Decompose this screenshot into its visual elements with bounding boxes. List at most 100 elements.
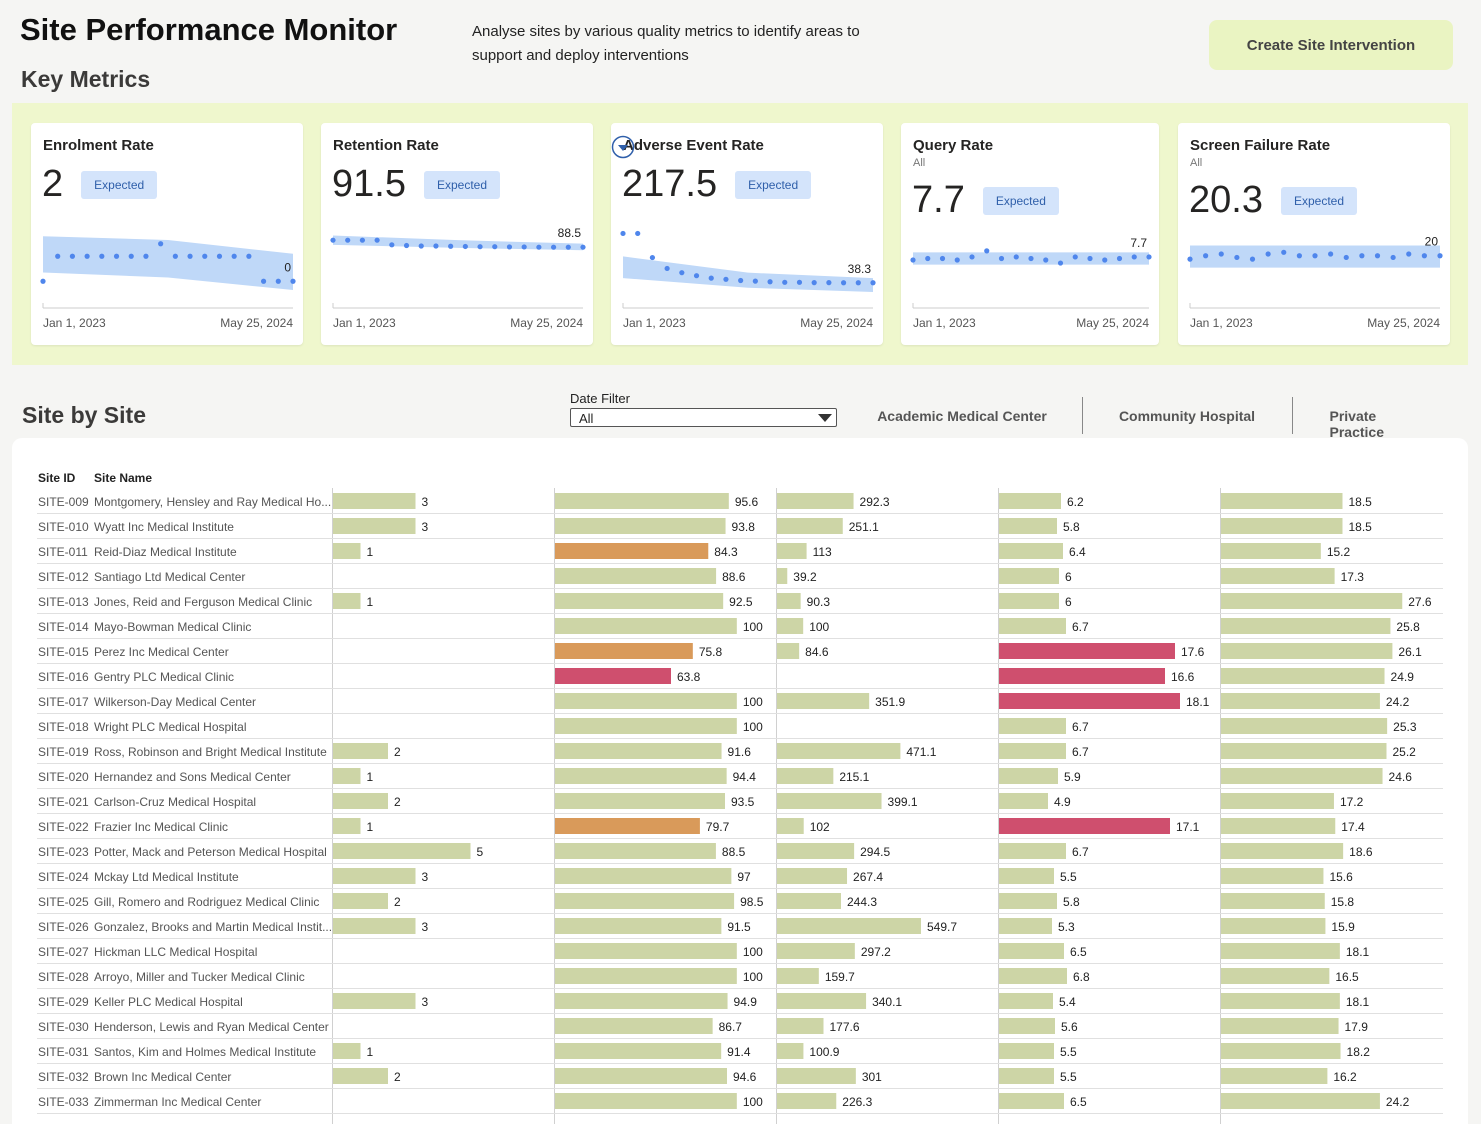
site-name: Gill, Romero and Rodriguez Medical Clini… <box>94 895 319 909</box>
x-start-label: Jan 1, 2023 <box>43 316 106 330</box>
metric-bar <box>1221 618 1391 634</box>
bar-value: 100 <box>809 620 829 634</box>
data-point <box>536 244 542 250</box>
site-id: SITE-030 <box>38 1020 89 1034</box>
bar-value: 17.1 <box>1176 820 1200 834</box>
card-value: 91.5 <box>332 163 406 205</box>
data-point <box>1265 251 1271 257</box>
card-value: 20.3 <box>1189 179 1263 221</box>
data-point <box>374 237 380 243</box>
data-point <box>55 253 61 259</box>
metric-bar <box>777 918 921 934</box>
bar-value: 177.6 <box>830 1020 860 1034</box>
bar-value: 100 <box>743 970 763 984</box>
data-point <box>477 244 483 250</box>
x-end-label: May 25, 2024 <box>800 316 873 330</box>
metric-bar <box>333 1043 361 1059</box>
data-point <box>620 230 626 237</box>
data-point <box>84 253 90 259</box>
site-id: SITE-028 <box>38 970 89 984</box>
filter-label: Date Filter <box>570 391 630 406</box>
data-point <box>433 243 439 249</box>
bar-value: 5.3 <box>1058 920 1075 934</box>
data-point <box>723 276 729 282</box>
metric-bar <box>999 893 1057 909</box>
bar-value: 6.5 <box>1070 1095 1087 1109</box>
tab[interactable]: Community Hospital <box>1118 408 1256 424</box>
metric-bar <box>999 768 1058 784</box>
create-intervention-button[interactable]: Create Site Intervention <box>1209 20 1453 70</box>
x-end-label: May 25, 2024 <box>220 316 293 330</box>
bar-value: 18.5 <box>1348 520 1372 534</box>
site-id: SITE-017 <box>38 695 89 709</box>
data-point <box>113 253 120 259</box>
metric-bar <box>777 743 901 759</box>
data-point <box>187 253 193 259</box>
bar-value: 100 <box>743 1095 763 1109</box>
metric-bar <box>999 518 1057 534</box>
status-badge: Expected <box>81 170 158 199</box>
metric-bar <box>555 968 737 984</box>
sparkline: 0 Jan 1, 2023 May 25, 2024 <box>40 236 296 330</box>
metric-bar <box>999 693 1180 709</box>
bar-value: 5.5 <box>1060 1045 1077 1059</box>
bar-value: 94.4 <box>733 770 757 784</box>
bar-value: 2 <box>394 795 401 809</box>
metric-bar <box>1221 968 1330 984</box>
bar-value: 24.9 <box>1391 670 1415 684</box>
site-id: SITE-029 <box>38 995 89 1009</box>
card-title: Retention Rate <box>333 137 439 154</box>
metric-bar <box>555 943 737 959</box>
data-point <box>1296 253 1302 259</box>
site-name: Henderson, Lewis and Ryan Medical Center <box>94 1020 329 1034</box>
metric-bar <box>777 543 807 559</box>
bar-value: 1 <box>367 770 374 784</box>
date-filter[interactable]: All <box>570 408 837 427</box>
tab[interactable]: Private Practice <box>1329 408 1384 440</box>
site-name: Jones, Reid and Ferguson Medical Clinic <box>94 595 312 609</box>
bar-value: 18.5 <box>1348 495 1372 509</box>
site-name: Hickman LLC Medical Hospital <box>94 945 257 959</box>
metric-bar <box>333 593 361 609</box>
bar-value: 27.6 <box>1408 595 1432 609</box>
data-point <box>202 253 208 259</box>
x-end-label: May 25, 2024 <box>1367 316 1440 330</box>
metric-bar <box>1221 993 1340 1009</box>
bar-value: 18.1 <box>1346 995 1370 1009</box>
metric-bar <box>1221 543 1321 559</box>
status-badge: Expected <box>1280 186 1358 215</box>
metric-bar <box>1221 918 1326 934</box>
site-id: SITE-011 <box>38 545 88 559</box>
bar-value: 18.1 <box>1346 945 1370 959</box>
bar-value: 84.6 <box>805 645 829 659</box>
metric-bar <box>777 968 819 984</box>
site-id: SITE-032 <box>38 1070 89 1084</box>
data-point <box>231 253 237 259</box>
data-point <box>752 278 758 284</box>
site-name: Mckay Ltd Medical Institute <box>94 870 239 884</box>
metric-bar <box>777 693 870 709</box>
bar-value: 18.2 <box>1347 1045 1371 1059</box>
bar-value: 97 <box>737 870 751 884</box>
dropdown-icon[interactable] <box>611 135 635 159</box>
metric-bar <box>777 943 855 959</box>
site-id: SITE-012 <box>38 570 89 584</box>
last-value-label: 7.7 <box>1130 236 1147 250</box>
x-start-label: Jan 1, 2023 <box>913 316 976 330</box>
bar-value: 93.8 <box>732 520 756 534</box>
bar-value: 6.7 <box>1072 745 1089 759</box>
bar-value: 15.2 <box>1327 545 1351 559</box>
bar-value: 4.9 <box>1054 795 1071 809</box>
bar-value: 75.8 <box>699 645 723 659</box>
metric-bar <box>999 743 1066 759</box>
metric-bar <box>333 868 416 884</box>
data-point <box>1146 254 1152 260</box>
status-badge: Expected <box>423 170 501 199</box>
metric-bar <box>1221 743 1387 759</box>
data-point <box>1390 254 1396 261</box>
metric-bar <box>999 1018 1055 1034</box>
metric-bar <box>1221 643 1393 659</box>
data-point <box>855 280 861 286</box>
tab[interactable]: Academic Medical Center <box>877 408 1047 424</box>
card-value: 7.7 <box>912 179 965 221</box>
